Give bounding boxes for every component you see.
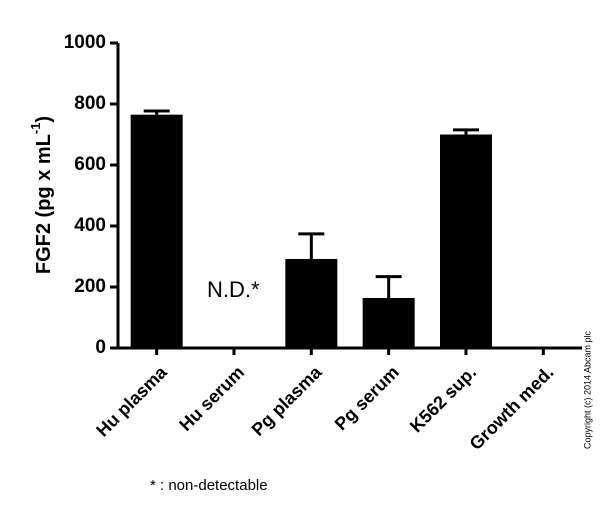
y-axis-label: FGF2 (pg x mL-1) xyxy=(28,116,55,274)
y-tick-label: 400 xyxy=(74,215,106,236)
footnote: * : non-detectable xyxy=(150,477,268,494)
copyright: Copyright (c) 2014 Abcam plc xyxy=(582,330,592,449)
y-tick-label: 1000 xyxy=(64,32,106,53)
x-tick-label: K562 sup. xyxy=(406,362,480,436)
y-tick-label: 800 xyxy=(74,93,106,114)
bar xyxy=(285,258,338,348)
x-tick-label: Hu serum xyxy=(175,362,248,435)
x-tick-label: Pg serum xyxy=(331,362,403,434)
y-tick-label: 600 xyxy=(74,154,106,175)
y-label-sup: -1 xyxy=(28,123,43,135)
bar xyxy=(362,297,415,348)
annotation: N.D.* xyxy=(207,277,260,302)
y-tick-label: 0 xyxy=(95,337,106,358)
x-tick-label: Hu plasma xyxy=(92,361,171,440)
y-label-main: FGF2 (pg x mL xyxy=(33,134,55,274)
bar xyxy=(440,134,492,348)
bar xyxy=(130,114,183,348)
y-label-end: ) xyxy=(33,116,55,123)
y-tick-label: 200 xyxy=(74,276,106,297)
x-tick-label: Pg plasma xyxy=(248,361,327,440)
